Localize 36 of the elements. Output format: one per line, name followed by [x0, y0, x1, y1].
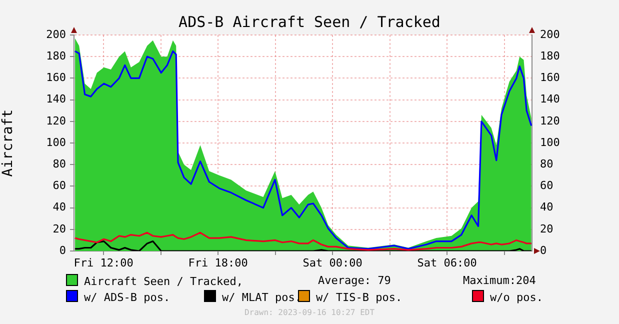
y2-tick-label: 40 [540, 200, 554, 214]
y-axis-title: Aircraft [0, 109, 16, 177]
x-tick-label: Fri 12:00 [74, 256, 134, 270]
text: Average: 79 [318, 274, 391, 287]
y2-tick-label: 140 [540, 92, 560, 106]
y2-tick-label: 200 [540, 28, 560, 41]
y2-tick-label: 160 [540, 71, 560, 84]
text: Drawn: 2023-09-16 10:27 EDT [243, 308, 376, 317]
x-tick-label: Sat 06:00 [417, 256, 477, 270]
y-tick-label: 40 [52, 200, 66, 214]
legend-label: w/ ADS-B pos. [83, 290, 170, 304]
y2-tick-label: 0 [540, 244, 547, 257]
y-tick-label: 80 [52, 157, 66, 170]
y2-tick-label: 60 [540, 179, 554, 192]
y2-tick-label: 80 [540, 157, 554, 170]
y2-tick-label: 100 [540, 136, 560, 149]
y2-tick-label: 20 [540, 222, 554, 236]
y-tick-label: 140 [46, 92, 66, 106]
y-tick-label: 20 [52, 222, 66, 236]
legend-label: Aircraft Seen / Tracked, [83, 274, 243, 288]
chart-title: ADS-B Aircraft Seen / Tracked [178, 13, 440, 31]
y-tick-label: 200 [46, 28, 66, 41]
y-tick-label: 160 [46, 71, 66, 84]
y-tick-label: 0 [59, 244, 66, 257]
y-tick-label: 60 [52, 179, 66, 192]
legend-label: w/ MLAT pos. [221, 290, 302, 304]
y2-tick-label: 180 [540, 49, 560, 62]
legend-label: w/o pos. [489, 290, 543, 304]
x-tick-label: Fri 18:00 [188, 256, 248, 270]
x-tick-label: Sat 00:00 [302, 256, 362, 270]
y-tick-label: 120 [46, 114, 66, 128]
y-tick-label: 100 [46, 136, 66, 149]
y2-tick-label: 120 [540, 114, 560, 128]
y-tick-label: 180 [46, 49, 66, 62]
text: Maximum:204 [463, 274, 536, 287]
legend-label: w/ TIS-B pos. [316, 291, 402, 304]
